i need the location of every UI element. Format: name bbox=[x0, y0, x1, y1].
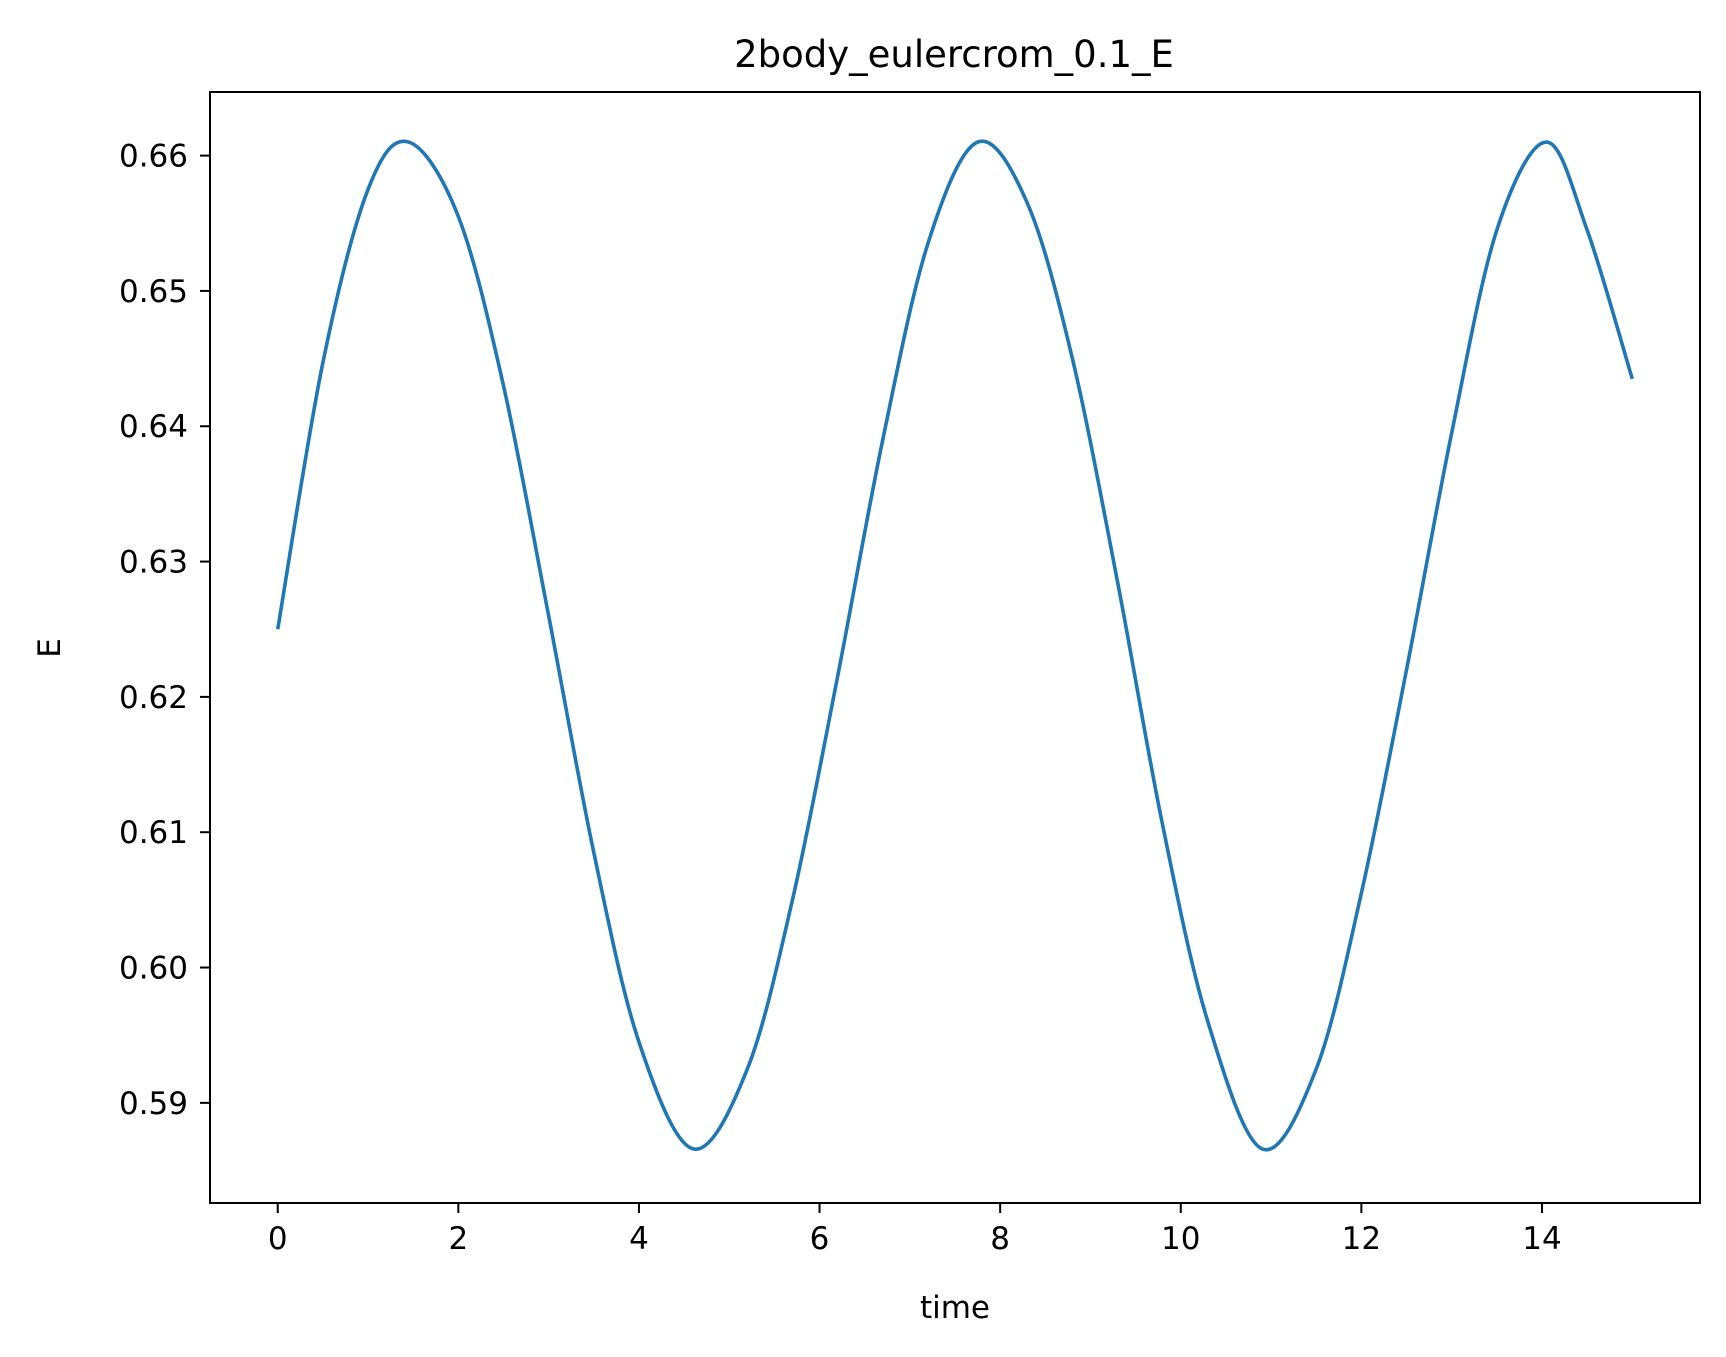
x-tick-label: 2 bbox=[448, 1221, 468, 1257]
y-tick-label: 0.59 bbox=[119, 1086, 188, 1122]
y-tick-label: 0.65 bbox=[119, 274, 188, 310]
y-tick-label: 0.63 bbox=[119, 545, 188, 581]
x-tick-label: 8 bbox=[990, 1221, 1010, 1257]
x-tick-label: 4 bbox=[629, 1221, 649, 1257]
plot-area bbox=[275, 139, 1634, 1152]
x-axis: 0 2 4 6 8 10 12 14 bbox=[268, 1203, 1562, 1257]
x-tick-label: 10 bbox=[1161, 1221, 1200, 1257]
x-tick-label: 12 bbox=[1342, 1221, 1381, 1257]
y-tick-label: 0.61 bbox=[119, 815, 188, 851]
y-tick-label: 0.62 bbox=[119, 680, 188, 716]
y-axis-label: E bbox=[32, 638, 68, 658]
x-tick-label: 14 bbox=[1522, 1221, 1561, 1257]
x-axis-label: time bbox=[920, 1290, 990, 1326]
series-line bbox=[275, 139, 1634, 1152]
y-tick-label: 0.60 bbox=[119, 951, 188, 987]
chart-title: 2body_eulercrom_0.1_E bbox=[734, 33, 1174, 76]
y-tick-label: 0.66 bbox=[119, 139, 188, 175]
axes-frame bbox=[209, 91, 1701, 1204]
x-tick-label: 0 bbox=[268, 1221, 288, 1257]
x-tick-label: 6 bbox=[810, 1221, 830, 1257]
y-tick-label: 0.64 bbox=[119, 409, 188, 445]
y-axis: 0.59 0.60 0.61 0.62 0.63 0.64 0.65 0.66 bbox=[119, 139, 210, 1122]
